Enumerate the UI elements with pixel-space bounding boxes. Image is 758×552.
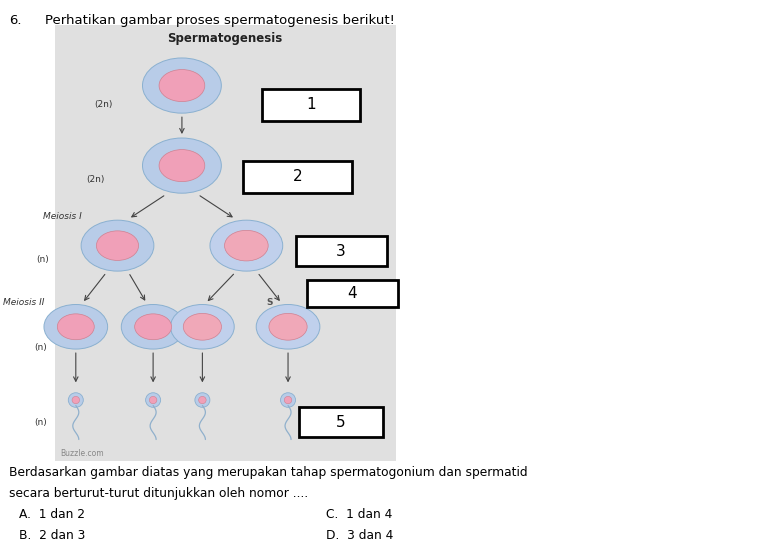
Ellipse shape [199,396,206,404]
Text: Meiosis I: Meiosis I [43,213,82,221]
Ellipse shape [149,396,157,404]
Text: 5: 5 [337,415,346,430]
Text: S: S [267,298,274,307]
Text: Buzzle.com: Buzzle.com [61,449,105,458]
FancyBboxPatch shape [296,236,387,266]
FancyBboxPatch shape [299,407,383,437]
Text: C.  1 dan 4: C. 1 dan 4 [326,508,393,521]
Text: Perhatikan gambar proses spermatogenesis berikut!: Perhatikan gambar proses spermatogenesis… [45,14,396,27]
Ellipse shape [195,393,210,407]
Ellipse shape [72,396,80,404]
Ellipse shape [143,138,221,193]
Text: 3: 3 [337,243,346,259]
Ellipse shape [256,305,320,349]
Text: (n): (n) [34,343,47,352]
Ellipse shape [135,314,171,339]
Ellipse shape [171,305,234,349]
Ellipse shape [284,396,292,404]
Ellipse shape [58,314,94,339]
FancyBboxPatch shape [243,161,352,193]
Ellipse shape [159,70,205,102]
Ellipse shape [159,150,205,182]
Text: Meiosis II: Meiosis II [2,298,44,307]
Ellipse shape [269,314,307,340]
Text: D.  3 dan 4: D. 3 dan 4 [326,529,393,542]
Text: (n): (n) [36,255,49,264]
Text: secara berturut-turut ditunjukkan oleh nomor ....: secara berturut-turut ditunjukkan oleh n… [9,487,309,500]
Text: Berdasarkan gambar diatas yang merupakan tahap spermatogonium dan spermatid: Berdasarkan gambar diatas yang merupakan… [9,466,528,480]
Text: A.  1 dan 2: A. 1 dan 2 [19,508,85,521]
FancyBboxPatch shape [55,25,396,461]
Ellipse shape [44,305,108,349]
Text: (n): (n) [34,418,47,427]
Ellipse shape [68,393,83,407]
Ellipse shape [210,220,283,271]
Ellipse shape [81,220,154,271]
FancyBboxPatch shape [262,89,360,121]
Ellipse shape [280,393,296,407]
Text: 2: 2 [293,169,302,184]
Text: Spermatogenesis: Spermatogenesis [168,32,283,45]
Ellipse shape [146,393,161,407]
Ellipse shape [143,58,221,113]
Text: 1: 1 [306,97,315,113]
Text: (2n): (2n) [86,175,105,184]
Ellipse shape [96,231,139,261]
Text: B.  2 dan 3: B. 2 dan 3 [19,529,86,542]
Text: 4: 4 [348,286,357,301]
Text: 6.: 6. [9,14,21,27]
Text: (2n): (2n) [94,100,112,109]
Ellipse shape [121,305,185,349]
Ellipse shape [224,230,268,261]
Ellipse shape [183,314,221,340]
FancyBboxPatch shape [307,280,398,307]
